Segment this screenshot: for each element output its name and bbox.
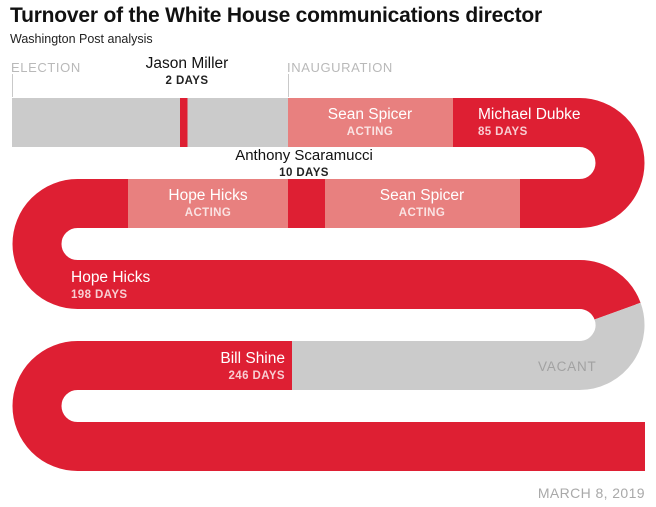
label-hope-hicks: Hope Hicks 198 DAYS bbox=[71, 269, 150, 303]
days-served: 2 DAYS bbox=[165, 75, 209, 87]
acting-badge: ACTING bbox=[184, 207, 232, 219]
label-anthony-scaramucci: Anthony Scaramucci 10 DAYS bbox=[235, 147, 373, 181]
person-name: Hope Hicks bbox=[168, 187, 248, 204]
label-sean-spicer-1: Sean Spicer ACTING bbox=[328, 106, 412, 140]
person-name: Sean Spicer bbox=[327, 106, 413, 123]
person-name: Jason Miller bbox=[145, 55, 229, 72]
days-served: 10 DAYS bbox=[279, 167, 329, 179]
days-served: 246 DAYS bbox=[228, 370, 285, 382]
segment-michael-dubke bbox=[453, 98, 645, 228]
label-bill-shine: Bill Shine 246 DAYS bbox=[220, 350, 285, 384]
label-hope-hicks-acting: Hope Hicks ACTING bbox=[168, 187, 247, 221]
days-served: 198 DAYS bbox=[71, 289, 128, 301]
end-date-label: MARCH 8, 2019 bbox=[537, 485, 645, 501]
segment-bill-shine bbox=[12, 341, 645, 471]
page-title: Turnover of the White House communicatio… bbox=[10, 4, 542, 27]
chart-subtitle: Washington Post analysis bbox=[10, 32, 153, 46]
person-name: Hope Hicks bbox=[71, 269, 151, 286]
acting-badge: ACTING bbox=[398, 207, 446, 219]
person-name: Anthony Scaramucci bbox=[235, 147, 373, 164]
election-milestone-label: ELECTION bbox=[11, 60, 81, 75]
label-michael-dubke: Michael Dubke 85 DAYS bbox=[478, 106, 581, 140]
election-tick bbox=[12, 74, 13, 97]
inauguration-tick bbox=[288, 74, 289, 97]
segment-vacant-2018 bbox=[292, 302, 645, 390]
inauguration-milestone-label: INAUGURATION bbox=[287, 60, 393, 75]
person-name: Bill Shine bbox=[220, 350, 285, 367]
acting-badge: ACTING bbox=[346, 126, 394, 138]
person-name: Sean Spicer bbox=[379, 187, 465, 204]
label-vacant: VACANT bbox=[538, 359, 597, 374]
segment-hope-hicks bbox=[12, 179, 641, 321]
person-name: Michael Dubke bbox=[478, 106, 581, 123]
label-sean-spicer-2: Sean Spicer ACTING bbox=[380, 187, 464, 221]
label-jason-miller: Jason Miller 2 DAYS bbox=[146, 55, 229, 89]
days-served: 85 DAYS bbox=[478, 126, 528, 138]
